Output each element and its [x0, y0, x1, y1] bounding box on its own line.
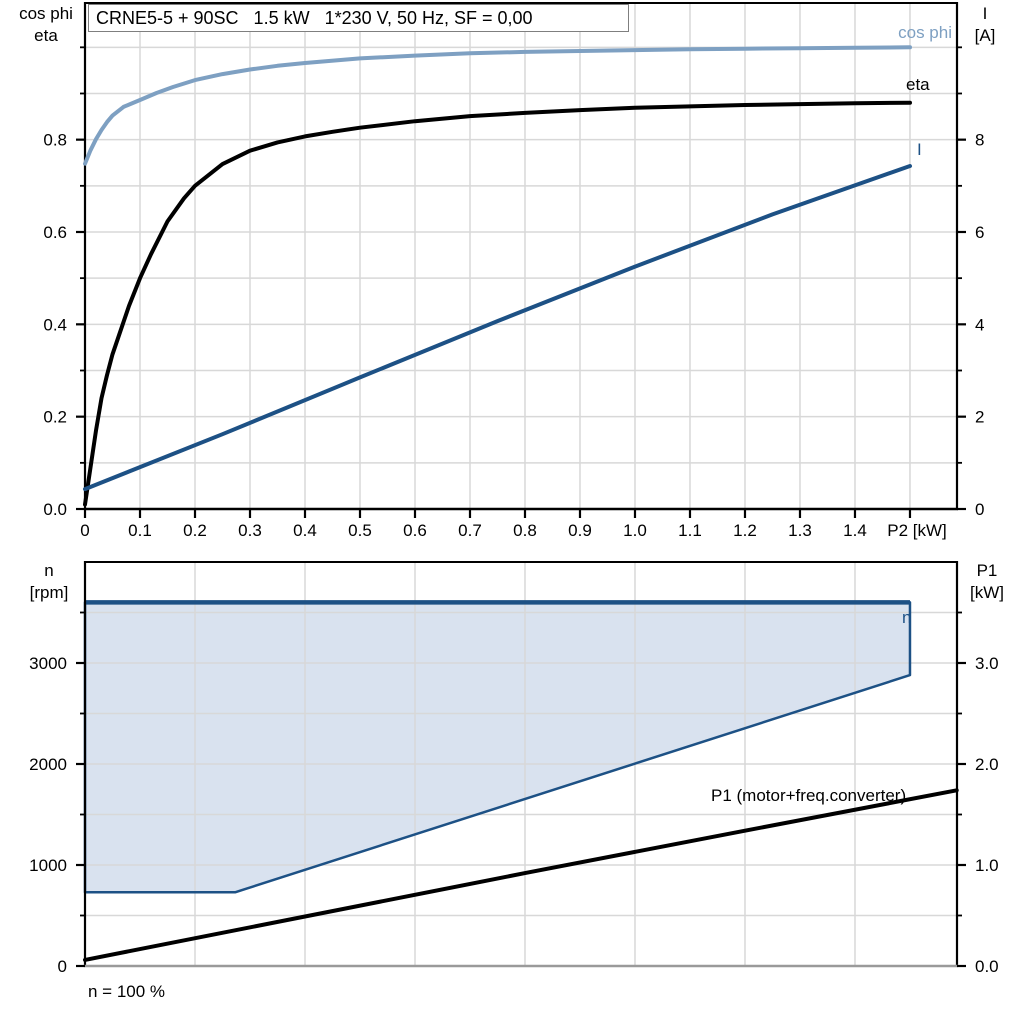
x-tick-label: 1.4: [843, 521, 867, 540]
x-tick-label: 0: [80, 521, 89, 540]
left-tick-label: 0.8: [43, 131, 67, 150]
speed-axis-label: n: [44, 561, 54, 580]
x-tick-label: 1.2: [733, 521, 757, 540]
series-p1: [83, 788, 959, 962]
speed-unit-label: [rpm]: [29, 583, 69, 602]
right-tick-label: 0: [975, 500, 984, 519]
left-tick-label: 3000: [29, 654, 67, 673]
x-tick-label: 0.1: [128, 521, 152, 540]
right-tick-label: 6: [975, 223, 984, 242]
axes: 0.0 0.2 0.4 0.6 0.8 0 2 4 6 8 0 0.1 0.2 0.3 0.4 0.5 0.6 0…: [43, 2, 984, 540]
left-tick-label: 2000: [29, 755, 67, 774]
bottom-chart: 0 1000 2000 3000 0.0 1.0 2.0 3.0: [29, 561, 999, 976]
left-tick-label: 0.4: [43, 315, 67, 334]
axes: 0 1000 2000 3000 0.0 1.0 2.0 3.0: [29, 561, 999, 976]
top-chart: 0.0 0.2 0.4 0.6 0.8 0 2 4 6 8 0 0.1 0.2 0.3 0.4 0.5 0.6 0…: [43, 2, 984, 540]
right-tick-label: 4: [975, 315, 984, 334]
x-tick-label: 0.7: [458, 521, 482, 540]
gridlines: [85, 562, 957, 966]
x-tick-label: 0.4: [293, 521, 317, 540]
x-tick-label: 0.3: [238, 521, 262, 540]
eta-curve-label: eta: [906, 75, 930, 94]
gridlines: [85, 3, 957, 509]
series-current: [83, 164, 912, 492]
x-tick-label: 0.8: [513, 521, 537, 540]
x-tick-label: 1.0: [623, 521, 647, 540]
left-tick-label: 0.6: [43, 223, 67, 242]
speed-envelope-label: n: [902, 608, 912, 627]
cos-phi-curve-label: cos phi: [898, 23, 952, 42]
current-axis-label: I: [982, 4, 988, 23]
bottom-chart-left-axis-title: n [rpm]: [8, 560, 90, 604]
x-tick-label: 1.1: [678, 521, 702, 540]
right-tick-label: 2.0: [975, 755, 999, 774]
x-tick-label: 0.6: [403, 521, 427, 540]
x-tick-label: 1.3: [788, 521, 812, 540]
current-curve-label: I: [917, 140, 922, 159]
speed-legend-note: n = 100 %: [88, 982, 166, 1001]
current-unit-label: [A]: [974, 26, 996, 45]
speed-envelope-fill: [85, 602, 910, 893]
left-tick-label: 0: [58, 957, 67, 976]
x-tick-label: 0.5: [348, 521, 372, 540]
left-tick-label: 1000: [29, 856, 67, 875]
pump-curve-title-box: CRNE5-5 + 90SC 1.5 kW 1*230 V, 50 Hz, SF…: [88, 4, 629, 32]
right-tick-label: 3.0: [975, 654, 999, 673]
p1-curve-label: P1 (motor+freq.converter): [711, 786, 907, 805]
x-axis-title: P2 [kW]: [887, 521, 947, 540]
top-chart-right-axis-title: I [A]: [948, 3, 1022, 47]
x-tick-label: 0.9: [568, 521, 592, 540]
bottom-chart-right-axis-title: P1 [kW]: [950, 560, 1024, 604]
x-tick-label: 0.2: [183, 521, 207, 540]
right-tick-label: 1.0: [975, 856, 999, 875]
left-tick-label: 0.2: [43, 408, 67, 427]
p1-axis-label: P1: [976, 561, 998, 580]
left-tick-label: 0.0: [43, 500, 67, 519]
series-cos-phi: [83, 45, 912, 166]
cos-phi-axis-label: cos phi: [19, 4, 73, 23]
p1-unit-label: [kW]: [970, 583, 1004, 602]
eta-axis-label: eta: [34, 26, 58, 45]
right-tick-label: 2: [975, 408, 984, 427]
right-tick-label: 0.0: [975, 957, 999, 976]
right-tick-label: 8: [975, 131, 984, 150]
series-eta: [83, 100, 912, 507]
top-chart-left-axis-title: cos phi eta: [6, 3, 86, 47]
